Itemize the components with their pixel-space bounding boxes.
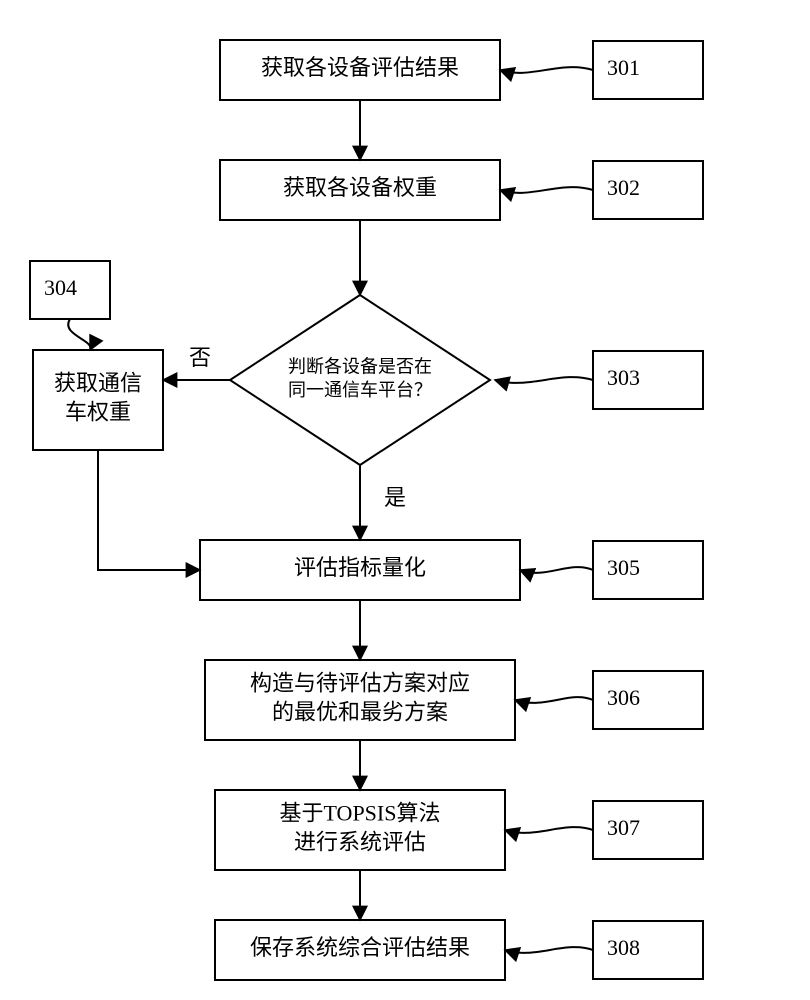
- node-n306: 构造与待评估方案对应的最优和最劣方案: [205, 660, 515, 740]
- callout-l306-to-n306: [515, 697, 593, 703]
- label-l307: 307: [593, 801, 703, 859]
- node-n305: 评估指标量化: [200, 540, 520, 600]
- label-l302: 302: [593, 161, 703, 219]
- label-l308: 308: [593, 921, 703, 979]
- label-l301-text: 301: [607, 55, 640, 80]
- label-l305: 305: [593, 541, 703, 599]
- node-n302-line-0: 获取各设备权重: [283, 175, 437, 200]
- label-l306-text: 306: [607, 685, 640, 710]
- edge-3: [98, 450, 200, 570]
- callout-l303-to-n303: [495, 377, 593, 383]
- branch-no: 否: [189, 345, 211, 370]
- label-l304-text: 304: [44, 275, 77, 300]
- node-n306-line-1: 的最优和最劣方案: [272, 699, 448, 724]
- node-n303: 判断各设备是否在同一通信车平台？: [230, 295, 490, 465]
- label-l304: 304: [30, 261, 110, 319]
- label-l305-text: 305: [607, 555, 640, 580]
- node-n308-line-0: 保存系统综合评估结果: [250, 935, 470, 960]
- node-n302: 获取各设备权重: [220, 160, 500, 220]
- node-n306-line-0: 构造与待评估方案对应: [250, 671, 470, 696]
- branch-yes: 是: [384, 485, 406, 510]
- node-n304-line-0: 获取通信: [54, 371, 142, 396]
- label-l302-text: 302: [607, 175, 640, 200]
- node-n307-line-1: 进行系统评估: [294, 829, 426, 854]
- label-l303: 303: [593, 351, 703, 409]
- callout-l305-to-n305: [520, 567, 593, 573]
- node-n307: 基于TOPSIS算法进行系统评估: [215, 790, 505, 870]
- node-n305-line-0: 评估指标量化: [294, 555, 426, 580]
- label-l303-text: 303: [607, 365, 640, 390]
- label-l301: 301: [593, 41, 703, 99]
- label-l307-text: 307: [607, 815, 640, 840]
- callout-l308-to-n308: [505, 947, 593, 953]
- node-n303-line-0: 判断各设备是否在: [288, 356, 432, 376]
- label-l308-text: 308: [607, 935, 640, 960]
- node-n304-line-1: 车权重: [65, 399, 131, 424]
- node-n304: 获取通信车权重: [33, 350, 163, 450]
- node-n301: 获取各设备评估结果: [220, 40, 500, 100]
- node-n301-line-0: 获取各设备评估结果: [261, 55, 459, 80]
- label-l306: 306: [593, 671, 703, 729]
- node-n303-line-1: 同一通信车平台？: [288, 380, 432, 400]
- node-n308: 保存系统综合评估结果: [215, 920, 505, 980]
- callout-l304-to-n304: [68, 319, 90, 350]
- callout-l302-to-n302: [500, 187, 593, 193]
- callout-l301-to-n301: [500, 67, 593, 73]
- callout-l307-to-n307: [505, 827, 593, 833]
- node-n307-line-0: 基于TOPSIS算法: [280, 801, 441, 826]
